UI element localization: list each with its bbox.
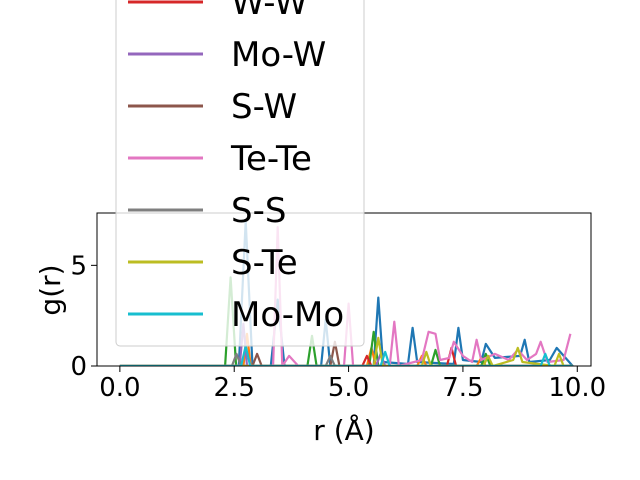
x-tick-label: 5.0 [328,373,369,403]
y-tick-label: 5 [70,251,87,281]
x-axis: 0.0 2.5 5.0 7.5 10.0 [99,366,606,403]
y-axis: 05 [70,251,97,382]
legend-label: S-Te [231,243,298,283]
series-line-s-w [119,340,573,366]
legend-label: W-W [231,0,308,23]
x-tick-label: 2.5 [214,373,255,403]
legend-label: S-S [231,191,286,231]
y-axis-label: g(r) [34,264,67,315]
series-line-mo-w [119,322,573,366]
x-tick-label: 10.0 [548,373,606,403]
legend-label: Mo-Mo [231,295,344,335]
x-tick-label: 0.0 [99,373,140,403]
series-line-w-w [119,346,573,366]
legend-label: Mo-W [231,35,326,75]
y-tick-label: 0 [70,352,87,382]
legend: W-W Mo-W S-W Te-Te S-S S-Te Mo-Mo [115,0,365,347]
x-axis-label: r (Å) [313,413,374,447]
legend-label: S-W [231,87,297,127]
series-line-mo-mo [119,344,573,366]
legend-box [115,0,365,347]
series-line-s-te [119,336,573,366]
series-line-s-s [119,352,573,366]
legend-label: Te-Te [230,139,312,179]
x-tick-label: 7.5 [442,373,483,403]
series-line-te-te [119,226,572,366]
